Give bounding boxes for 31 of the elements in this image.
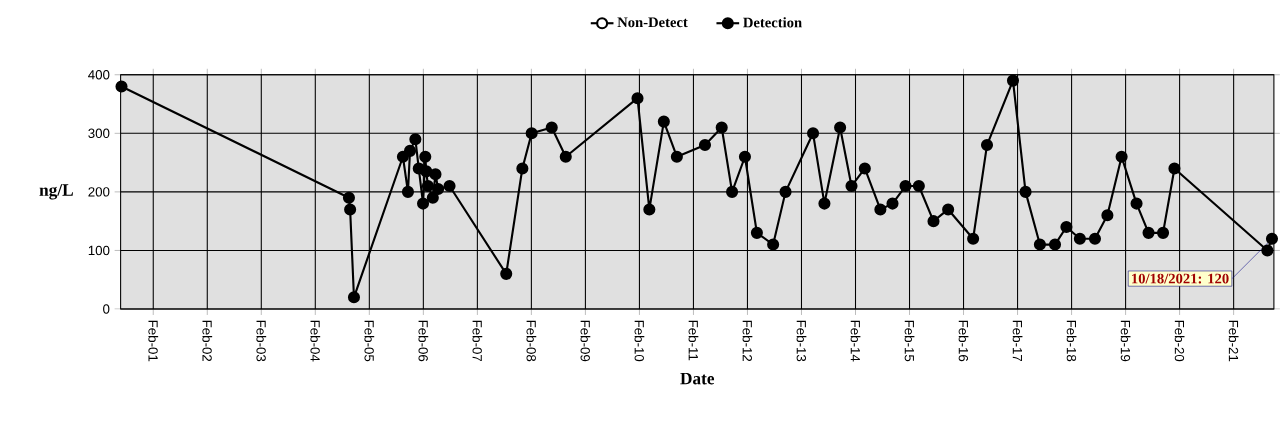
x-tick-label: Feb-16 xyxy=(958,320,969,362)
x-tick-label: Feb-05 xyxy=(364,320,375,362)
x-tick-label: Feb-09 xyxy=(580,320,591,362)
x-tick-label: Feb-07 xyxy=(472,320,483,362)
y-tick-label: 400 xyxy=(88,70,110,80)
x-tick-label: Feb-08 xyxy=(526,320,537,362)
y-tick-label: 0 xyxy=(103,304,110,314)
legend-label: Detection xyxy=(743,17,802,28)
x-tick-label: Feb-01 xyxy=(148,320,159,362)
y-tick-label: 100 xyxy=(88,245,110,256)
annotation: 10/18/2021: 120 xyxy=(1132,273,1229,284)
x-axis-title: Date xyxy=(680,373,715,385)
x-tick-label: Feb-14 xyxy=(850,320,861,362)
x-tick-label: Feb-03 xyxy=(256,320,267,362)
legend-label: Non-Detect xyxy=(617,17,688,28)
x-tick-label: Feb-17 xyxy=(1012,320,1023,362)
x-tick-label: Feb-19 xyxy=(1120,320,1131,362)
x-tick-label: Feb-21 xyxy=(1228,320,1239,362)
x-tick-label: Feb-06 xyxy=(418,320,429,362)
y-axis-title: ng/L xyxy=(39,184,73,200)
x-tick-label: Feb-04 xyxy=(310,320,321,362)
x-tick-label: Feb-02 xyxy=(202,320,213,362)
x-tick-label: Feb-18 xyxy=(1066,320,1077,362)
x-tick-label: Feb-10 xyxy=(634,320,645,362)
x-tick-label: Feb-20 xyxy=(1174,320,1185,362)
x-tick-label: Feb-11 xyxy=(688,320,699,361)
x-tick-label: Feb-13 xyxy=(796,320,807,362)
y-tick-label: 300 xyxy=(88,128,110,139)
x-tick-label: Feb-12 xyxy=(742,320,753,362)
y-tick-label: 200 xyxy=(88,187,110,197)
x-tick-label: Feb-15 xyxy=(904,320,915,362)
